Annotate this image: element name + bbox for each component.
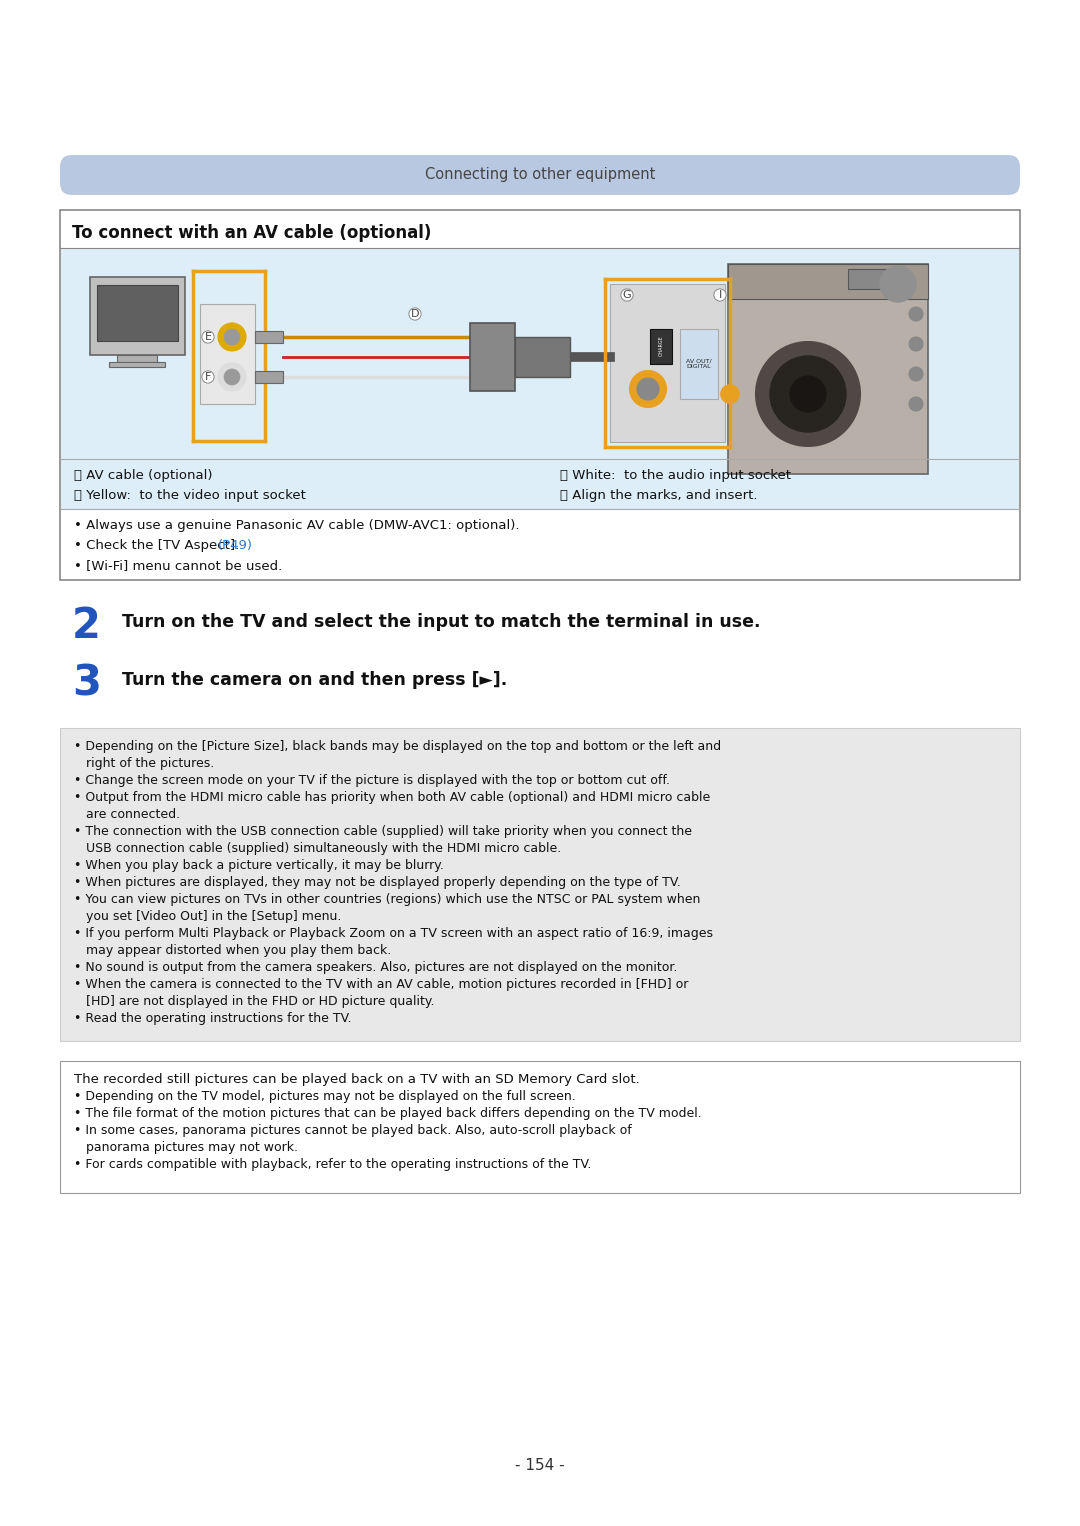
- Text: E: E: [204, 333, 212, 342]
- Circle shape: [224, 369, 240, 385]
- Text: • The connection with the USB connection cable (supplied) will take priority whe: • The connection with the USB connection…: [75, 826, 692, 838]
- Bar: [90, 278, 185, 356]
- Circle shape: [218, 324, 246, 351]
- Text: • You can view pictures on TVs in other countries (regions) which use the NTSC o: • You can view pictures on TVs in other …: [75, 893, 700, 906]
- Text: • Check the [TV Aspect].: • Check the [TV Aspect].: [75, 539, 247, 552]
- Text: Turn on the TV and select the input to match the terminal in use.: Turn on the TV and select the input to m…: [122, 613, 760, 630]
- Text: CHARGE: CHARGE: [659, 336, 663, 357]
- Circle shape: [721, 385, 739, 403]
- Text: • The file format of the motion pictures that can be played back differs dependi: • The file format of the motion pictures…: [75, 1106, 702, 1120]
- Circle shape: [224, 330, 240, 345]
- Text: • Depending on the [Picture Size], black bands may be displayed on the top and b: • Depending on the [Picture Size], black…: [75, 740, 721, 752]
- Circle shape: [218, 363, 246, 391]
- Bar: [60, 459, 1020, 510]
- Text: - 154 -: - 154 -: [515, 1459, 565, 1474]
- Text: • When the camera is connected to the TV with an AV cable, motion pictures recor: • When the camera is connected to the TV…: [75, 978, 688, 990]
- Circle shape: [756, 342, 860, 446]
- Text: D: D: [410, 308, 419, 319]
- Bar: [60, 249, 1020, 459]
- Text: right of the pictures.: right of the pictures.: [75, 757, 214, 771]
- Bar: [848, 269, 897, 288]
- Bar: [60, 211, 1020, 580]
- Bar: [650, 330, 672, 365]
- Circle shape: [909, 366, 923, 382]
- Text: • Always use a genuine Panasonic AV cable (DMW-AVC1: optional).: • Always use a genuine Panasonic AV cabl…: [75, 519, 519, 533]
- Text: AV OUT/
DIGITAL: AV OUT/ DIGITAL: [686, 359, 712, 369]
- Bar: [515, 337, 570, 377]
- Text: • When pictures are displayed, they may not be displayed properly depending on t: • When pictures are displayed, they may …: [75, 876, 680, 890]
- Circle shape: [880, 266, 916, 302]
- Text: [HD] are not displayed in the FHD or HD picture quality.: [HD] are not displayed in the FHD or HD …: [75, 995, 434, 1009]
- Text: The recorded still pictures can be played back on a TV with an SD Memory Card sl: The recorded still pictures can be playe…: [75, 1073, 639, 1087]
- Text: F: F: [205, 372, 212, 382]
- Text: Turn the camera on and then press [►].: Turn the camera on and then press [►].: [122, 671, 508, 690]
- Bar: [728, 264, 928, 475]
- Circle shape: [770, 356, 846, 432]
- Text: • Depending on the TV model, pictures may not be displayed on the full screen.: • Depending on the TV model, pictures ma…: [75, 1090, 576, 1103]
- Text: • If you perform Multi Playback or Playback Zoom on a TV screen with an aspect r: • If you perform Multi Playback or Playb…: [75, 926, 713, 940]
- Text: ⓓ AV cable (optional): ⓓ AV cable (optional): [75, 468, 213, 482]
- Text: USB connection cable (supplied) simultaneously with the HDMI micro cable.: USB connection cable (supplied) simultan…: [75, 842, 562, 855]
- Text: you set [Video Out] in the [Setup] menu.: you set [Video Out] in the [Setup] menu.: [75, 909, 341, 923]
- Bar: [610, 284, 725, 443]
- Text: ⓕ White:  to the audio input socket: ⓕ White: to the audio input socket: [561, 468, 791, 482]
- Text: G: G: [623, 290, 632, 301]
- Bar: [117, 356, 157, 362]
- Text: • When you play back a picture vertically, it may be blurry.: • When you play back a picture verticall…: [75, 859, 444, 871]
- Bar: [60, 510, 1020, 578]
- Text: 2: 2: [72, 604, 100, 647]
- Text: • Change the screen mode on your TV if the picture is displayed with the top or : • Change the screen mode on your TV if t…: [75, 774, 670, 787]
- Bar: [255, 371, 283, 383]
- FancyBboxPatch shape: [60, 156, 1020, 195]
- Text: • Read the operating instructions for the TV.: • Read the operating instructions for th…: [75, 1012, 351, 1025]
- Text: may appear distorted when you play them back.: may appear distorted when you play them …: [75, 945, 391, 957]
- Bar: [97, 285, 178, 340]
- Bar: [60, 728, 1020, 1041]
- Text: are connected.: are connected.: [75, 807, 180, 821]
- Text: • No sound is output from the camera speakers. Also, pictures are not displayed : • No sound is output from the camera spe…: [75, 961, 677, 974]
- Circle shape: [909, 337, 923, 351]
- Bar: [728, 264, 928, 299]
- Bar: [200, 304, 255, 404]
- Text: (P49): (P49): [218, 539, 254, 552]
- Text: I: I: [718, 290, 721, 301]
- Bar: [680, 330, 718, 398]
- Text: ⓖ Align the marks, and insert.: ⓖ Align the marks, and insert.: [561, 488, 757, 502]
- Circle shape: [637, 378, 659, 400]
- Circle shape: [909, 397, 923, 410]
- Bar: [60, 1061, 1020, 1193]
- Bar: [470, 324, 515, 391]
- Text: • [Wi-Fi] menu cannot be used.: • [Wi-Fi] menu cannot be used.: [75, 559, 282, 572]
- Text: panorama pictures may not work.: panorama pictures may not work.: [75, 1141, 298, 1154]
- Bar: [109, 362, 165, 366]
- Circle shape: [909, 307, 923, 320]
- Text: • Output from the HDMI micro cable has priority when both AV cable (optional) an: • Output from the HDMI micro cable has p…: [75, 790, 711, 804]
- Bar: [255, 331, 283, 343]
- Text: • In some cases, panorama pictures cannot be played back. Also, auto-scroll play: • In some cases, panorama pictures canno…: [75, 1125, 632, 1137]
- Text: • For cards compatible with playback, refer to the operating instructions of the: • For cards compatible with playback, re…: [75, 1158, 592, 1170]
- Circle shape: [789, 375, 826, 412]
- Text: To connect with an AV cable (optional): To connect with an AV cable (optional): [72, 224, 431, 243]
- Text: Connecting to other equipment: Connecting to other equipment: [424, 168, 656, 183]
- Circle shape: [630, 371, 666, 407]
- Text: ⓔ Yellow:  to the video input socket: ⓔ Yellow: to the video input socket: [75, 488, 306, 502]
- Text: 3: 3: [72, 662, 102, 705]
